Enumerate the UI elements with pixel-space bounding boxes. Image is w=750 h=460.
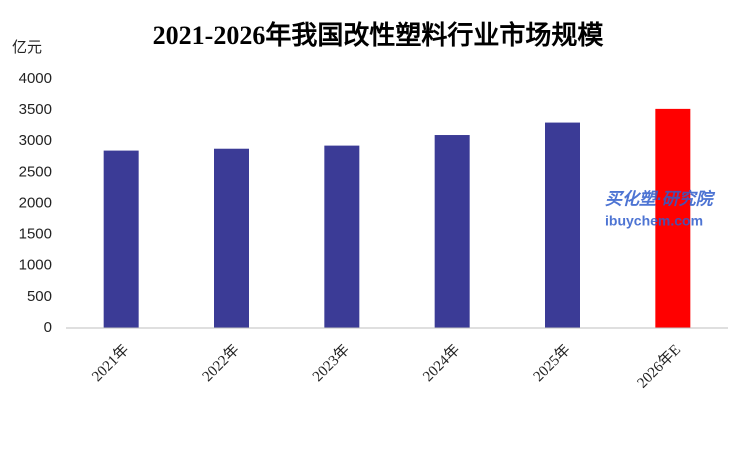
y-tick-label: 3000	[19, 132, 52, 149]
x-tick-label: 2026年E	[634, 341, 684, 391]
watermark: 买化塑·研究院	[605, 189, 716, 208]
x-tick-label: 2022年	[199, 341, 243, 385]
y-axis-label: 亿元	[12, 39, 42, 56]
bar	[103, 150, 139, 328]
chart-title: 2021-2026年我国改性塑料行业市场规模	[153, 20, 605, 50]
y-tick-label: 2500	[19, 163, 52, 180]
y-tick-label: 1000	[19, 257, 52, 274]
y-tick-label: 500	[27, 288, 52, 305]
y-tick-label: 3500	[19, 101, 52, 118]
y-tick-label: 2000	[19, 194, 52, 211]
x-tick-label: 2025年	[530, 341, 574, 385]
bar	[214, 148, 249, 328]
bar	[434, 135, 470, 328]
x-tick-label: 2023年	[309, 341, 353, 385]
bar	[545, 122, 580, 328]
y-tick-label: 1500	[19, 226, 52, 243]
x-tick-label: 2024年	[420, 341, 464, 385]
bar	[655, 108, 691, 328]
x-tick-label: 2021年	[89, 341, 133, 385]
bar	[324, 145, 360, 328]
y-tick-label: 4000	[19, 70, 52, 87]
y-tick-label: 0	[44, 319, 52, 336]
watermark: ibuychem.com	[605, 213, 703, 229]
